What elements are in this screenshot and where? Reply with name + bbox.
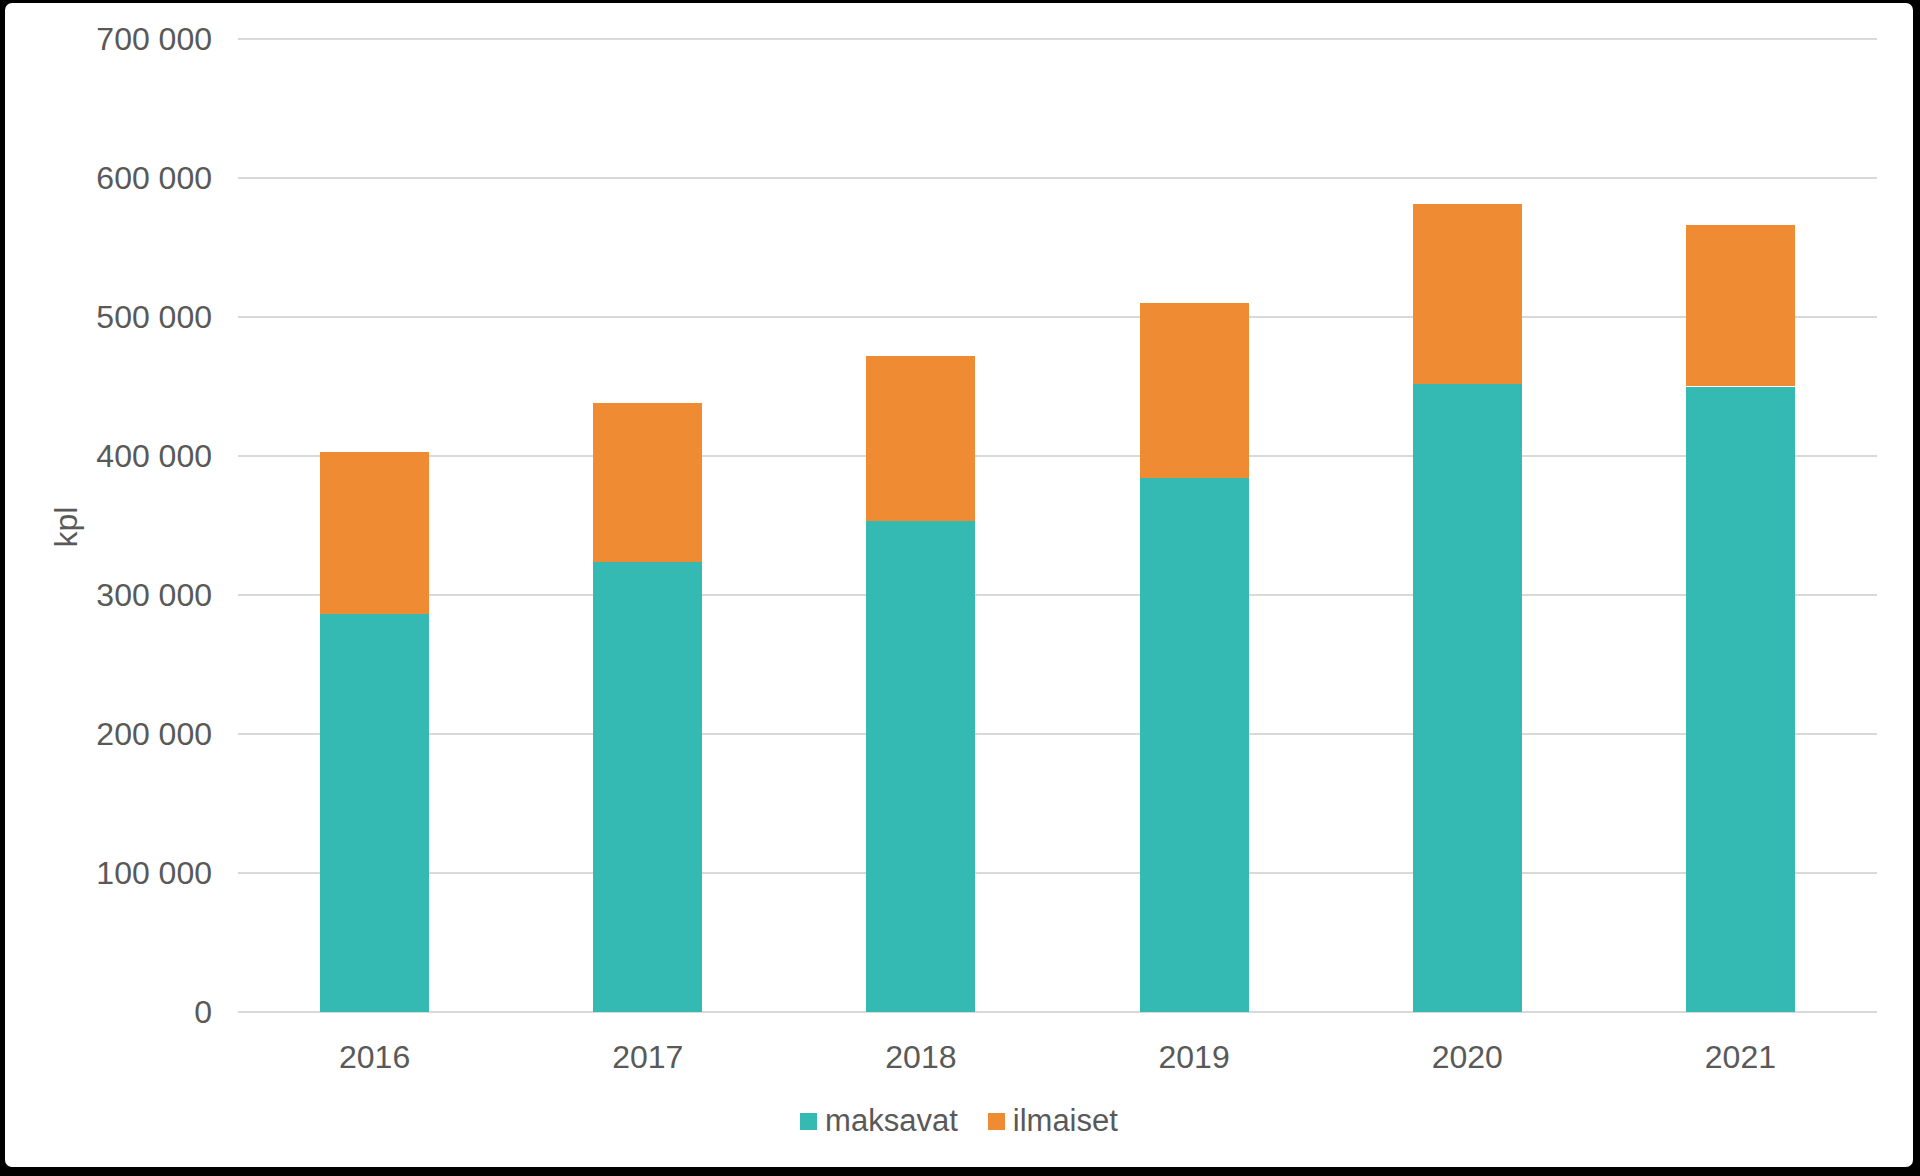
y-tick-label: 100 000	[96, 855, 212, 892]
gridline	[238, 455, 1877, 457]
gridline	[238, 316, 1877, 318]
legend: maksavat ilmaiset	[5, 1103, 1913, 1139]
legend-swatch-maksavat-icon	[800, 1113, 817, 1130]
bar-segment-ilmaiset-2021	[1686, 225, 1795, 386]
x-tick-label: 2021	[1705, 1039, 1776, 1076]
legend-item-maksavat: maksavat	[800, 1103, 958, 1139]
bar-segment-ilmaiset-2016	[320, 452, 429, 615]
y-axis-title: kpl	[48, 507, 85, 548]
bar-segment-maksavat-2016	[320, 614, 429, 1012]
y-tick-label: 700 000	[96, 21, 212, 58]
gridline	[238, 594, 1877, 596]
bar-segment-ilmaiset-2019	[1140, 303, 1249, 478]
bar-group-2019	[1140, 39, 1249, 1012]
y-tick-label: 600 000	[96, 160, 212, 197]
gridline	[238, 733, 1877, 735]
bar-segment-maksavat-2018	[866, 521, 975, 1012]
x-tick-label: 2020	[1432, 1039, 1503, 1076]
bar-segment-maksavat-2020	[1413, 384, 1522, 1012]
bar-group-2021	[1686, 39, 1795, 1012]
legend-swatch-ilmaiset-icon	[988, 1113, 1005, 1130]
gridline	[238, 1011, 1877, 1013]
x-tick-label: 2018	[885, 1039, 956, 1076]
bar-segment-maksavat-2017	[593, 562, 702, 1012]
y-tick-label: 400 000	[96, 438, 212, 475]
bar-group-2017	[593, 39, 702, 1012]
chart-card: kpl 0100 000200 000300 000400 000500 000…	[5, 3, 1913, 1167]
bar-group-2020	[1413, 39, 1522, 1012]
y-tick-label: 200 000	[96, 716, 212, 753]
x-tick-label: 2019	[1158, 1039, 1229, 1076]
y-tick-label: 300 000	[96, 577, 212, 614]
bar-group-2018	[866, 39, 975, 1012]
bar-segment-maksavat-2019	[1140, 478, 1249, 1012]
gridline	[238, 177, 1877, 179]
bar-segment-ilmaiset-2017	[593, 403, 702, 561]
bar-segment-maksavat-2021	[1686, 387, 1795, 1013]
bar-segment-ilmaiset-2020	[1413, 204, 1522, 383]
plot-area: 0100 000200 000300 000400 000500 000600 …	[238, 39, 1877, 1012]
y-tick-label: 500 000	[96, 299, 212, 336]
legend-label-maksavat: maksavat	[825, 1103, 958, 1139]
y-tick-label: 0	[194, 994, 212, 1031]
legend-label-ilmaiset: ilmaiset	[1013, 1103, 1118, 1139]
screenshot-frame: kpl 0100 000200 000300 000400 000500 000…	[0, 0, 1920, 1176]
x-tick-label: 2016	[339, 1039, 410, 1076]
bar-segment-ilmaiset-2018	[866, 356, 975, 521]
x-tick-label: 2017	[612, 1039, 683, 1076]
gridline	[238, 872, 1877, 874]
bar-group-2016	[320, 39, 429, 1012]
gridline	[238, 38, 1877, 40]
legend-item-ilmaiset: ilmaiset	[988, 1103, 1118, 1139]
